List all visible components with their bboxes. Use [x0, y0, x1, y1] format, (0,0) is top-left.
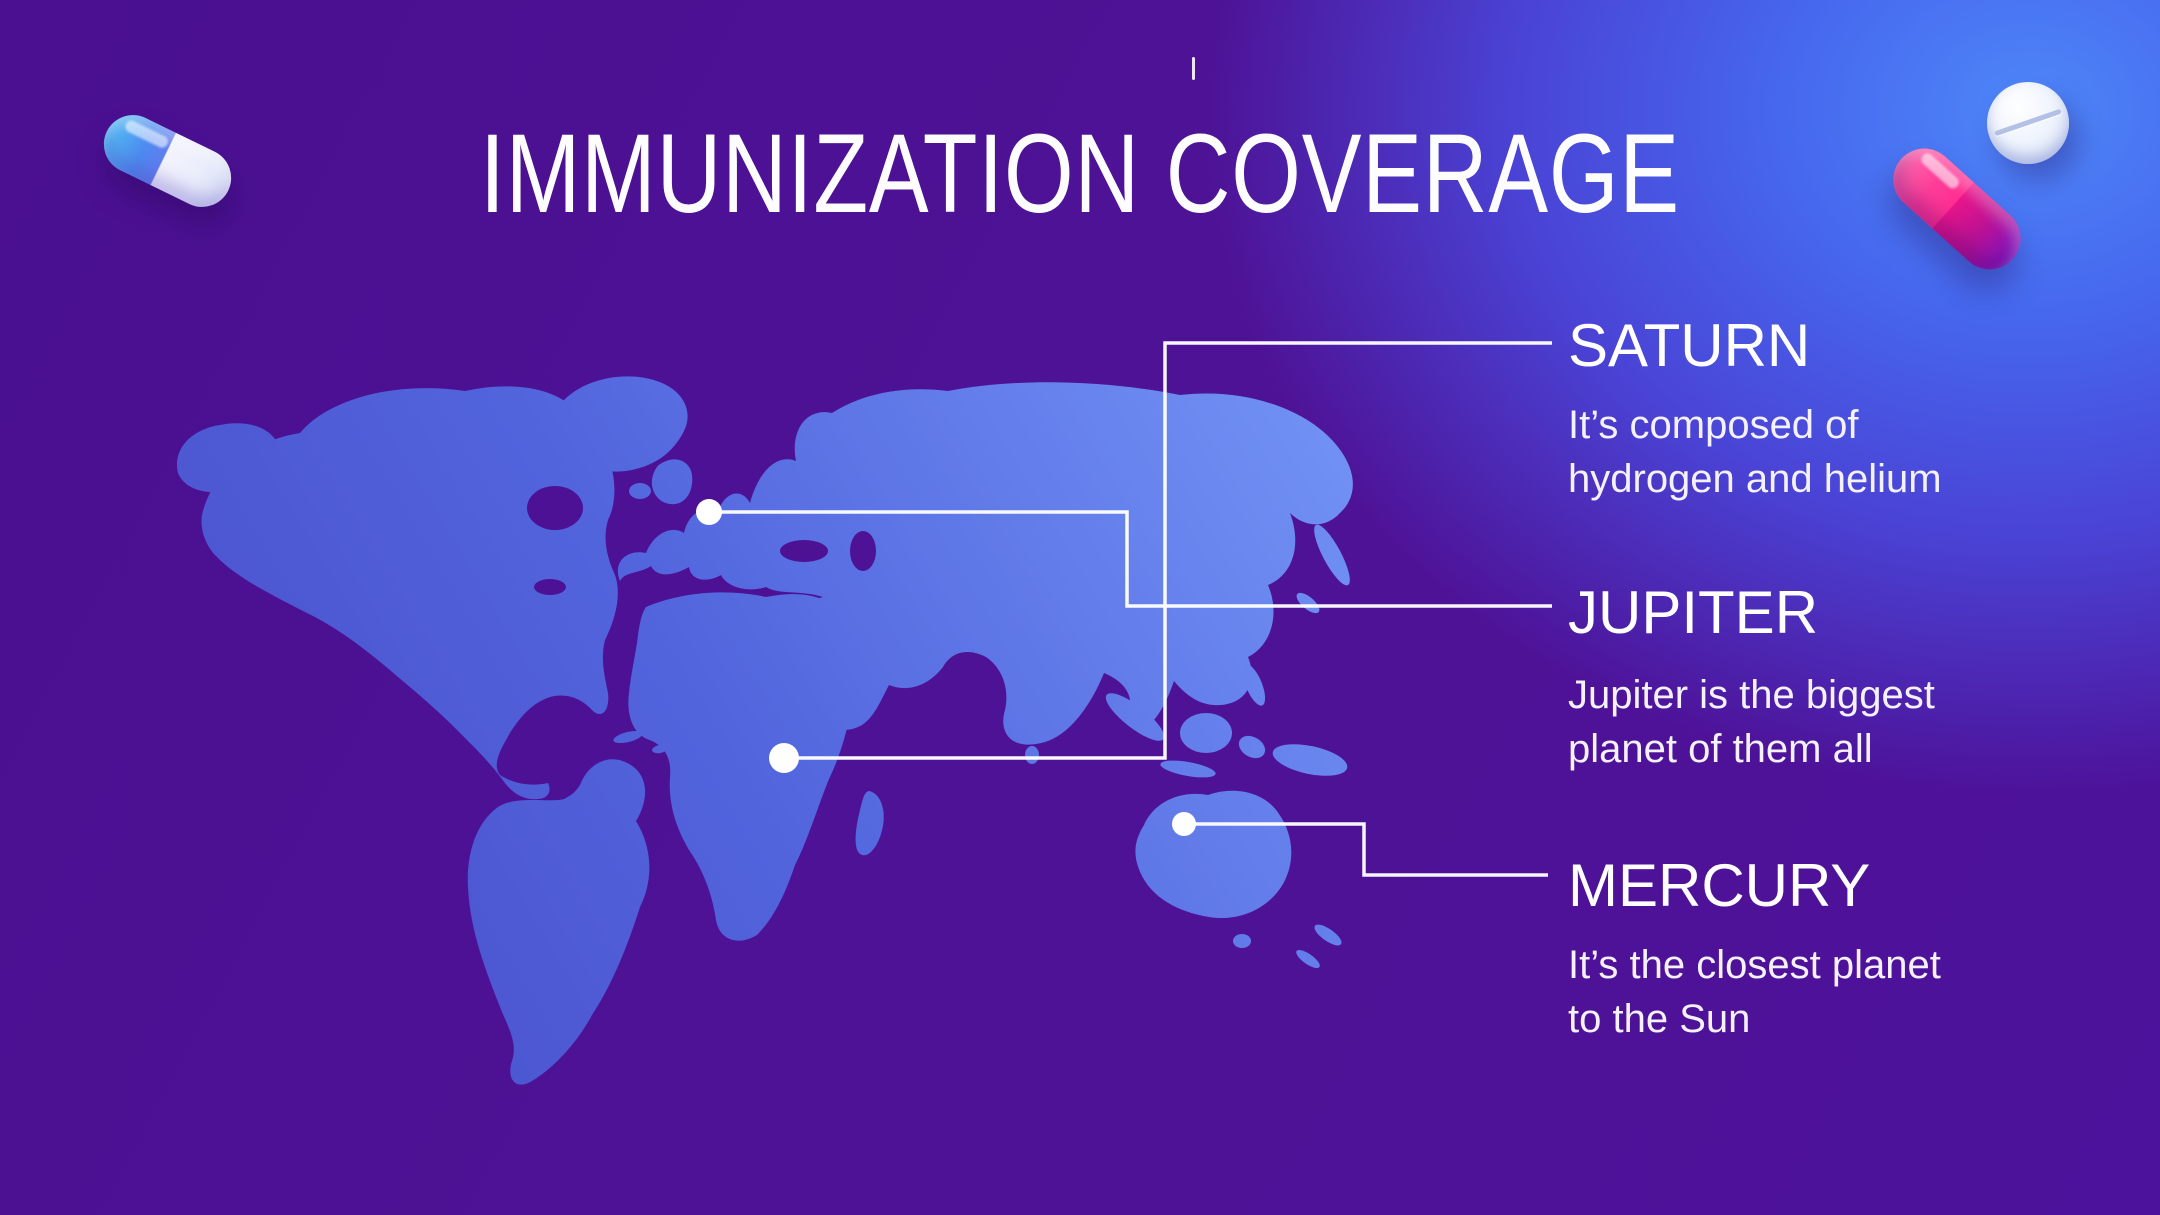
island-tasmania — [1233, 934, 1251, 948]
leader-line-jupiter — [709, 510, 1552, 608]
island-britain — [651, 459, 693, 505]
island-philippines — [1242, 664, 1266, 706]
desc-line: It’s the closest planet — [1568, 943, 1941, 987]
island-borneo — [1180, 713, 1232, 753]
map-markers-group — [696, 499, 1196, 836]
continent-eurasia — [617, 382, 1353, 745]
marker-dot-africa — [769, 743, 799, 773]
island — [420, 412, 440, 422]
callout-desc-saturn: It’s composed of hydrogen and helium — [1568, 398, 1942, 506]
island-iceland — [596, 408, 628, 426]
leader-line-mercury — [1184, 822, 1548, 877]
leader-lines-group — [709, 341, 1552, 877]
island-sulawesi — [1238, 735, 1266, 759]
callout-title-jupiter: JUPITER — [1568, 579, 1819, 646]
island-japan-south — [1296, 592, 1320, 614]
island-new-guinea — [1272, 744, 1348, 776]
island — [488, 408, 512, 422]
desc-line: It’s composed of — [1568, 403, 1859, 447]
round-tablet-icon — [1987, 82, 2069, 164]
page-title: IMMUNIZATION COVERAGE — [480, 111, 1680, 236]
continent-south-america — [467, 759, 650, 1085]
island-ireland — [629, 483, 651, 499]
island — [442, 395, 478, 411]
island-sumatra — [1105, 693, 1165, 741]
island — [613, 730, 643, 744]
island-japan — [1314, 524, 1350, 586]
callout-desc-jupiter: Jupiter is the biggest planet of them al… — [1568, 668, 1935, 776]
island — [652, 744, 668, 754]
sparkle-mark — [1192, 57, 1195, 80]
island — [593, 906, 603, 914]
callout-title-mercury: MERCURY — [1568, 852, 1871, 919]
island-new-zealand-south — [1296, 949, 1320, 969]
leader-line-saturn — [784, 341, 1552, 760]
island — [511, 392, 529, 402]
island-new-zealand — [1314, 924, 1342, 946]
continents-group — [176, 376, 1353, 1085]
desc-line: planet of them all — [1568, 727, 1873, 771]
island-java — [1160, 760, 1216, 778]
desc-line: hydrogen and helium — [1568, 457, 1942, 501]
continent-north-america — [201, 386, 618, 800]
continent-alaska — [176, 423, 281, 493]
desc-line: Jupiter is the biggest — [1568, 673, 1935, 717]
continent-greenland — [556, 376, 688, 472]
desc-line: to the Sun — [1568, 997, 1751, 1041]
marker-dot-europe — [696, 499, 722, 525]
island-madagascar — [855, 791, 884, 856]
continent-australia — [1135, 790, 1292, 919]
island-srilanka — [1025, 746, 1039, 764]
callout-desc-mercury: It’s the closest planet to the Sun — [1568, 938, 1941, 1046]
callout-title-saturn: SATURN — [1568, 312, 1811, 379]
continent-africa — [628, 592, 899, 941]
marker-dot-australia — [1172, 812, 1196, 836]
